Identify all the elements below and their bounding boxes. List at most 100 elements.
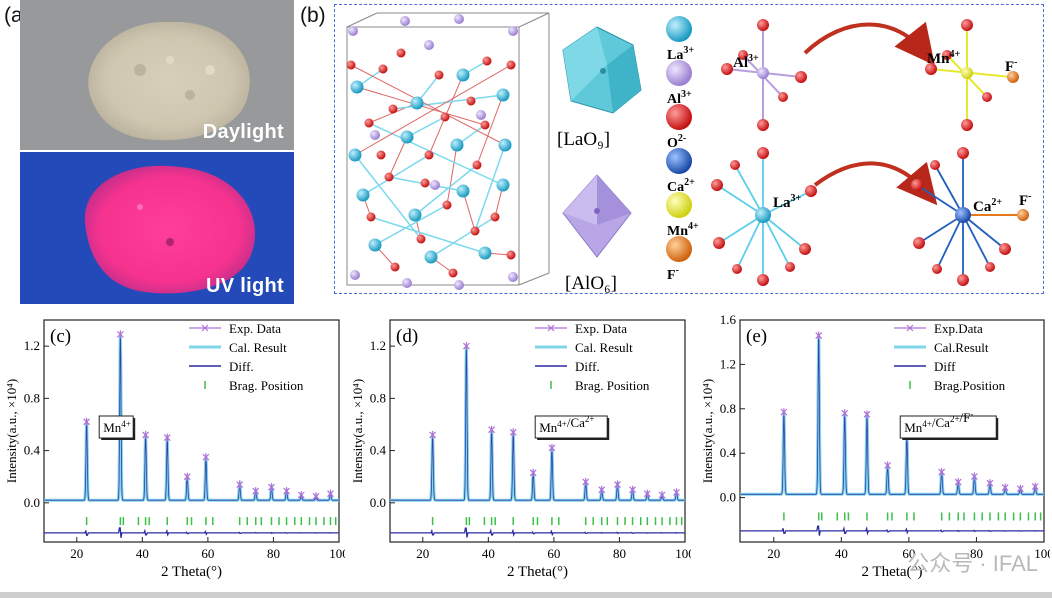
exp-data-point <box>252 487 260 496</box>
aluminum-atom <box>400 16 410 26</box>
calculated-result-line <box>740 335 1044 496</box>
oxygen-atom <box>434 70 444 80</box>
sample-label-box <box>899 415 997 439</box>
exp-data-point <box>598 485 606 494</box>
x-tick-label: 80 <box>970 546 983 561</box>
exp-data-point <box>83 417 91 426</box>
exp-data-point <box>509 428 517 437</box>
uv-light-label: UV light <box>206 275 284 297</box>
x-tick-label: 40 <box>835 546 848 561</box>
experimental-line <box>740 335 1044 495</box>
lanthanum-atom <box>456 184 470 198</box>
xrd-chart-c: 20 40 60 80 100 0.0 0.4 0.8 1.2 2 Theta(°) Intensi… <box>0 312 349 595</box>
al-site-cluster <box>721 19 807 131</box>
legend-sphere-la <box>666 16 692 42</box>
lanthanum-atom <box>348 148 362 162</box>
oxygen-atom <box>364 118 374 128</box>
oxygen-atom <box>506 250 516 260</box>
panel-b-label: (b) <box>300 4 326 27</box>
xrd-chart-e: 20 40 60 80 100 0.0 0.4 0.8 1.2 1.6 2 Theta(°) Inte… <box>696 312 1052 595</box>
oxygen-atom <box>420 178 430 188</box>
oxygen-atom <box>388 104 398 114</box>
legend-label-ca: Ca2+ <box>667 177 695 195</box>
daylight-label: Daylight <box>202 121 284 143</box>
exp-data-point <box>614 480 621 489</box>
legend-label: Exp. Data <box>229 321 281 336</box>
y-tick-label: 0.4 <box>370 443 387 458</box>
lanthanum-atom <box>456 68 470 82</box>
aluminum-atom <box>402 278 412 288</box>
aluminum-atom <box>476 110 486 120</box>
legend-label: Diff <box>934 359 956 374</box>
exp-data-point <box>582 477 590 486</box>
exp-data-point <box>202 453 210 462</box>
lanthanum-atom <box>496 88 510 102</box>
exp-data-point <box>629 485 636 494</box>
exp-data-point <box>236 480 244 489</box>
legend-label: Diff. <box>229 359 254 374</box>
x-axis-title: 2 Theta(°) <box>861 564 922 580</box>
exp-data-point <box>548 443 556 452</box>
calculated-result-line <box>44 334 339 502</box>
legend-label-la: La3+ <box>667 45 694 63</box>
lanthanum-atom <box>400 130 414 144</box>
x-tick-label: 20 <box>70 546 83 561</box>
exp-data-point <box>643 489 651 498</box>
alo6-label: [AlO₆] <box>565 273 617 294</box>
unit-cell-structure <box>346 12 550 286</box>
oxygen-atom <box>378 64 388 74</box>
y-tick-label: 0.8 <box>24 390 40 405</box>
panel-label: (e) <box>746 326 767 347</box>
legend-label-o: O2- <box>667 133 686 151</box>
y-tick-label: 0.4 <box>24 443 41 458</box>
difference-line <box>44 527 339 538</box>
x-tick-label: 60 <box>902 546 915 561</box>
lanthanum-atom <box>498 138 512 152</box>
aluminum-atom <box>454 280 464 290</box>
xrd-chart-d: 20 40 60 80 100 0.0 0.4 0.8 1.2 2 Theta(°) Intensi… <box>346 312 695 595</box>
sample-label: Mn4+/Ca2+/F- <box>904 409 973 435</box>
y-tick-label: 1.2 <box>370 338 386 353</box>
crystal-structure-panel: [LaO₉] [AlO₆] La3+ Al3+ O2- Ca2+ Mn4+ F- Al3+… <box>334 4 1044 294</box>
y-tick-label: 0.8 <box>370 390 386 405</box>
legend-label-al: Al3+ <box>667 89 692 107</box>
y-tick-label: 1.2 <box>24 338 40 353</box>
oxygen-atom <box>346 60 356 70</box>
oxygen-atom <box>506 60 516 70</box>
lanthanum-atom <box>350 80 364 94</box>
la-ion-label: La3+ <box>773 193 802 211</box>
exp-data-point <box>283 487 290 496</box>
legend-sphere-mn <box>666 192 692 218</box>
oxygen-atom <box>490 212 500 222</box>
watermark: 公众号 · IFAL <box>907 551 1038 576</box>
lanthanum-atom <box>368 238 382 252</box>
x-tick-label: 80 <box>613 546 626 561</box>
exp-data-point <box>970 472 978 481</box>
legend-label: Cal. Result <box>575 340 633 355</box>
aluminum-atom <box>430 180 440 190</box>
exp-data-point <box>863 410 871 419</box>
x-tick-label: 60 <box>201 546 214 561</box>
exp-data-point <box>116 330 124 339</box>
oxygen-atom <box>376 150 386 160</box>
sample-label-box <box>98 415 134 439</box>
panel-label: (c) <box>50 326 71 347</box>
aluminum-atom <box>424 40 434 50</box>
oxygen-atom <box>366 212 376 222</box>
exp-data-point <box>297 490 305 499</box>
y-tick-label: 0.0 <box>720 490 736 505</box>
x-tick-label: 100 <box>675 546 691 561</box>
oxygen-atom <box>448 268 458 278</box>
difference-line <box>390 527 685 538</box>
lanthanum-atom <box>356 188 370 202</box>
x-tick-label: 20 <box>767 546 780 561</box>
y-tick-label: 1.6 <box>720 312 737 327</box>
exp-data-point <box>673 488 680 497</box>
lanthanum-atom <box>450 138 464 152</box>
x-tick-label: 100 <box>1034 546 1050 561</box>
bottom-divider <box>0 592 1052 598</box>
oxygen-atom <box>384 172 394 182</box>
substitution-arrow-bottom <box>813 161 938 206</box>
oxygen-atom <box>440 112 450 122</box>
exp-data-point <box>954 478 962 487</box>
